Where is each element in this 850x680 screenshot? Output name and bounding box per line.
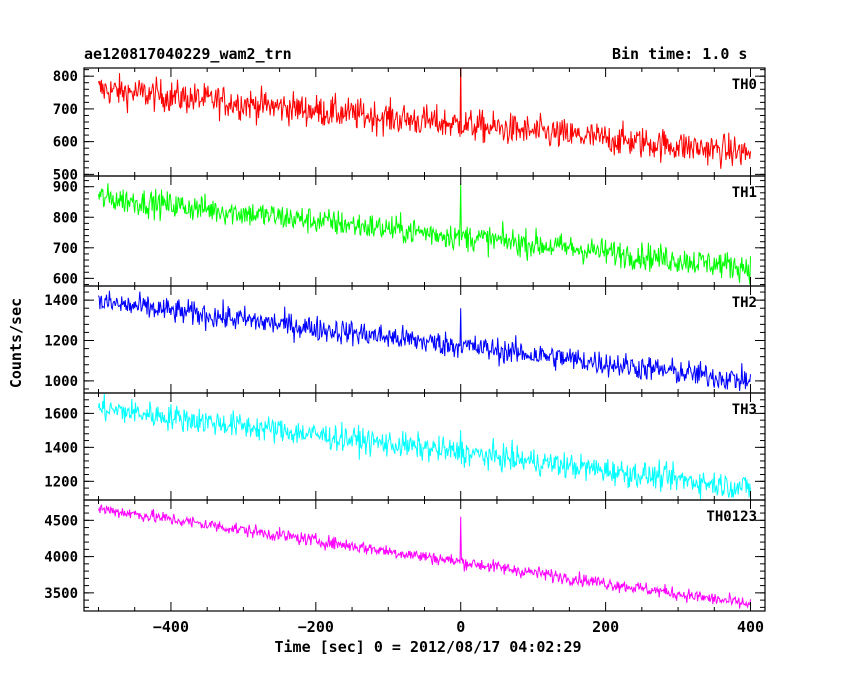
- panel-label-th0123: TH0123: [706, 509, 757, 525]
- panel-label-th0: TH0: [732, 77, 757, 93]
- series-line-th0: [98, 68, 751, 169]
- panel-label-th2: TH2: [732, 295, 757, 311]
- x-tick-label: −200: [298, 618, 334, 636]
- x-axis-label: Time [sec] 0 = 2012/08/17 04:02:29: [274, 638, 582, 656]
- y-tick-label: 800: [53, 210, 78, 226]
- y-tick-label: 900: [53, 180, 78, 196]
- y-axis-label: Counts/sec: [7, 297, 25, 389]
- y-tick-label: 700: [53, 102, 78, 118]
- y-tick-label: 1600: [44, 406, 78, 422]
- panel-th2: 1000 1200 1400 TH2: [44, 285, 766, 394]
- chart-title: ae120817040229_wam2_trn: [84, 45, 292, 63]
- y-tick-label: 1000: [44, 374, 78, 390]
- panel-th1: 600 700 800 900 TH1: [53, 175, 766, 287]
- y-tick-label: 4500: [44, 513, 78, 529]
- y-tick-label: 800: [53, 69, 78, 85]
- series-line-th3: [98, 393, 751, 500]
- panel-label-th3: TH3: [732, 402, 757, 418]
- panel-th0: 500 600 700 800 TH0: [53, 67, 766, 183]
- y-tick-label: 600: [53, 271, 78, 287]
- series-line-th2: [98, 290, 751, 392]
- series-line-th0123: [98, 504, 751, 609]
- panel-th3: 1200 1400 1600 TH3: [44, 392, 766, 501]
- y-tick-label: 1400: [44, 440, 78, 456]
- y-tick-label: 700: [53, 241, 78, 257]
- bin-time-label: Bin time: 1.0 s: [612, 45, 748, 63]
- y-tick-label: 1400: [44, 293, 78, 309]
- y-tick-label: 1200: [44, 334, 78, 350]
- x-tick-label: 0: [456, 618, 465, 636]
- y-tick-label: 4000: [44, 550, 78, 566]
- series-line-th1: [98, 183, 751, 285]
- y-tick-label: 3500: [44, 586, 78, 602]
- panel-th0123: 3500 4000 4500 TH0123: [44, 499, 766, 612]
- y-tick-label: 1200: [44, 474, 78, 490]
- y-tick-label: 500: [53, 167, 78, 183]
- x-tick-label: −400: [153, 618, 189, 636]
- y-tick-label: 600: [53, 135, 78, 151]
- x-tick-label: 400: [737, 618, 764, 636]
- panel-label-th1: TH1: [732, 185, 757, 201]
- x-tick-label: 200: [592, 618, 619, 636]
